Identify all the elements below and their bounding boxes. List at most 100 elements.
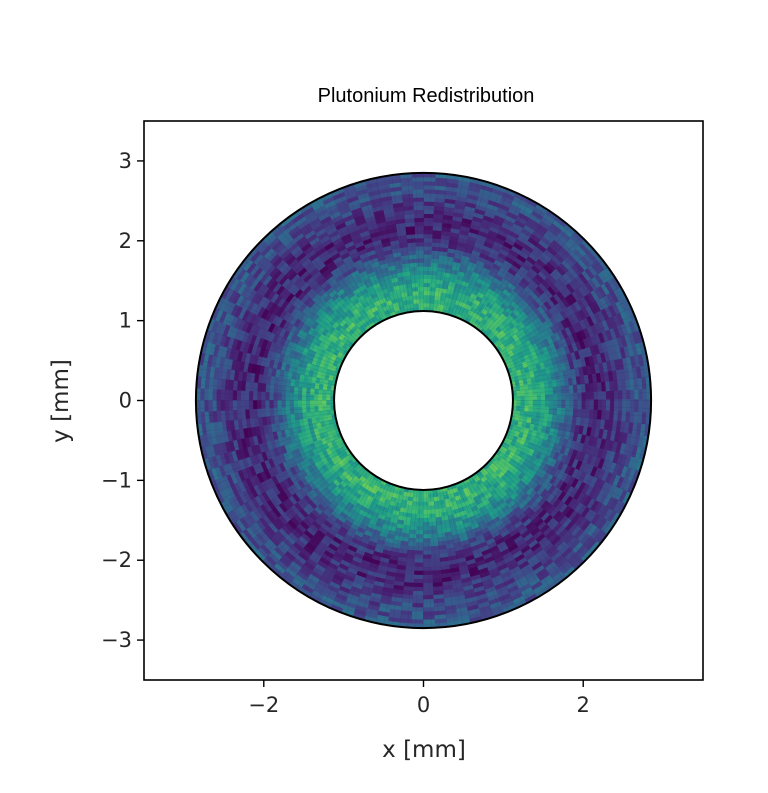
heatmap-cell	[634, 388, 640, 401]
heatmap-cell	[325, 395, 331, 402]
heatmap-cell	[411, 619, 425, 625]
heatmap-cell	[410, 180, 424, 186]
heatmap-cell	[244, 390, 250, 402]
heatmap-cell	[207, 400, 213, 413]
heatmap-cell	[630, 399, 636, 412]
heatmap-cell	[244, 400, 250, 411]
heatmap-cell	[414, 570, 425, 576]
heatmap-cell	[422, 286, 430, 292]
heatmap-cell	[416, 278, 424, 284]
y-tick-label: 1	[119, 309, 132, 333]
heatmap-cell	[569, 399, 575, 409]
heatmap-cell	[413, 582, 425, 588]
heatmap-cell	[219, 389, 225, 402]
heatmap-cell	[601, 399, 607, 411]
heatmap-cell	[422, 225, 433, 231]
heatmap-cell	[573, 391, 579, 401]
heatmap-cell	[565, 399, 571, 409]
heatmap-cell	[626, 399, 632, 412]
chart-title: Plutonium Redistribution	[318, 85, 535, 107]
heatmap-cell	[412, 607, 425, 613]
heatmap-cell	[415, 546, 425, 552]
heatmap-cell	[605, 399, 611, 411]
heatmap-cell	[256, 400, 262, 411]
heatmap-cell	[422, 241, 433, 247]
heatmap-cell	[416, 521, 425, 527]
heatmap-cell	[284, 400, 290, 409]
heatmap-cell	[422, 205, 435, 211]
heatmap-cell	[415, 542, 425, 548]
heatmap-cell	[528, 399, 534, 407]
heatmap-cell	[215, 400, 221, 413]
heatmap-cell	[601, 389, 607, 401]
heatmap-cell	[557, 399, 563, 409]
heatmap-cell	[301, 393, 307, 402]
heatmap-cell	[417, 513, 425, 519]
x-tick-label: −2	[248, 693, 279, 717]
heatmap-cell	[284, 392, 290, 402]
heatmap-cell	[414, 241, 424, 247]
heatmap-cell	[289, 393, 294, 402]
heatmap-cell	[638, 387, 644, 401]
heatmap-cell	[248, 391, 254, 402]
heatmap-cell	[622, 399, 628, 412]
heatmap-cell	[412, 590, 425, 596]
heatmap-cell	[593, 399, 599, 410]
heatmap-cell	[423, 509, 431, 515]
heatmap-cell	[597, 399, 603, 411]
heatmap-cell	[589, 399, 595, 410]
annulus-heatmap	[195, 172, 652, 629]
heatmap-cell	[549, 392, 554, 401]
heatmap-cell	[280, 392, 286, 402]
heatmap-cell	[422, 274, 431, 280]
heatmap-cell	[423, 574, 434, 580]
heatmap-cell	[414, 245, 424, 251]
heatmap-cell	[414, 253, 424, 259]
heatmap-cell	[536, 399, 542, 407]
heatmap-cell	[593, 390, 599, 401]
heatmap-cell	[422, 217, 434, 223]
heatmap-cell	[423, 562, 434, 568]
y-tick-label: 3	[119, 149, 132, 173]
heatmap-cell	[569, 391, 575, 401]
heatmap-cell	[423, 554, 433, 560]
heatmap-cell	[211, 400, 217, 413]
heatmap-cell	[609, 389, 615, 401]
heatmap-cell	[422, 196, 435, 202]
heatmap-cell	[268, 392, 274, 402]
heatmap-cell	[423, 578, 435, 584]
heatmap-cell	[224, 389, 229, 402]
heatmap-cell	[301, 400, 307, 408]
heatmap-cell	[422, 290, 430, 296]
heatmap-cell	[423, 505, 430, 511]
x-axis-label: x [mm]	[382, 737, 466, 763]
heatmap-cell	[293, 400, 298, 409]
heatmap-cell	[557, 392, 563, 401]
heatmap-cell	[423, 542, 433, 548]
heatmap-cell	[422, 266, 431, 271]
heatmap-cell	[260, 391, 266, 402]
heatmap-cell	[422, 253, 432, 259]
heatmap-cell	[553, 399, 558, 408]
heatmap-cell	[199, 388, 205, 402]
heatmap-cell	[417, 509, 425, 515]
heatmap-cell	[422, 180, 436, 186]
x-axis: −2 0 2	[248, 680, 590, 717]
heatmap-cell	[581, 399, 587, 410]
heatmap-cell	[416, 286, 424, 292]
heatmap-cell	[642, 387, 648, 401]
heatmap-cell	[422, 184, 436, 190]
heatmap-cell	[219, 400, 225, 413]
heatmap-cell	[414, 237, 424, 243]
y-axis-label: y [mm]	[48, 359, 74, 443]
heatmap-cell	[414, 249, 424, 255]
heatmap-cell	[414, 554, 425, 560]
heatmap-cell	[260, 400, 266, 410]
heatmap-cell	[289, 400, 294, 409]
y-tick-label: −3	[101, 628, 132, 652]
heatmap-cell	[597, 390, 603, 401]
heatmap-cell	[264, 400, 270, 410]
heatmap-cell	[415, 550, 425, 556]
heatmap-cell	[532, 393, 538, 401]
heatmap-cell	[638, 399, 644, 413]
